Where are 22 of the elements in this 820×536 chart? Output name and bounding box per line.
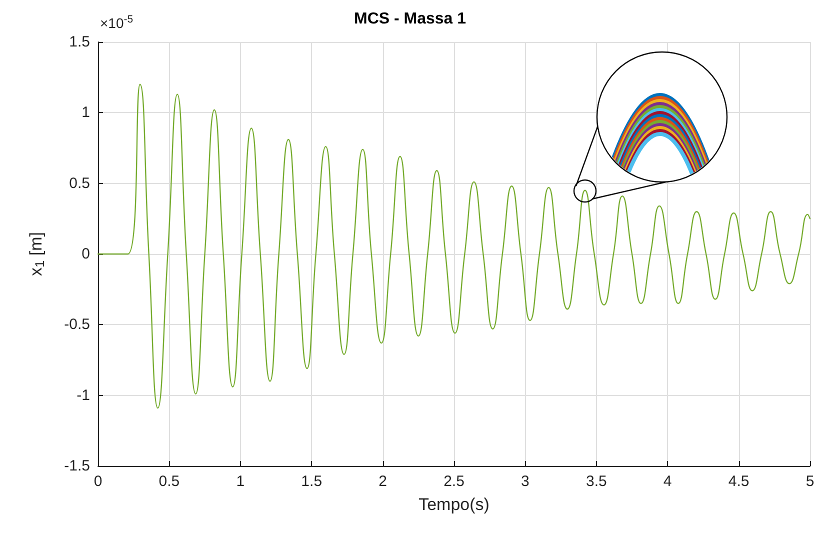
x-tick-label: 0.5 [158,473,180,490]
y-tick-label: 0 [82,246,90,262]
x-axis-title: Tempo(s) [418,495,490,514]
x-tick-label: 0 [94,473,102,490]
x-tick-label: 4.5 [728,473,750,490]
chart-title: MCS - Massa 1 [354,10,466,28]
y-tick-label: -0.5 [64,316,90,334]
x-tick-label: 2 [378,473,387,490]
x-tick-label: 1 [236,473,245,490]
y-tick-label: 0.5 [69,174,90,192]
y-tick-label: 1 [82,104,90,122]
y-tick-label: -1 [76,386,90,404]
x-tick-label: 5 [806,473,814,490]
y-axis-title: x1 [m] [26,232,47,276]
x-tick-label: 3.5 [586,473,607,490]
x-tick-label: 2.5 [444,473,464,490]
line-series [97,84,811,409]
y-tick-label: 1.5 [69,34,90,50]
x-tick-label: 3 [521,473,530,490]
x-tick-label: 4 [663,473,672,490]
y-tick-label: -1.5 [64,458,90,474]
x-tick-label: 1.5 [301,473,322,490]
